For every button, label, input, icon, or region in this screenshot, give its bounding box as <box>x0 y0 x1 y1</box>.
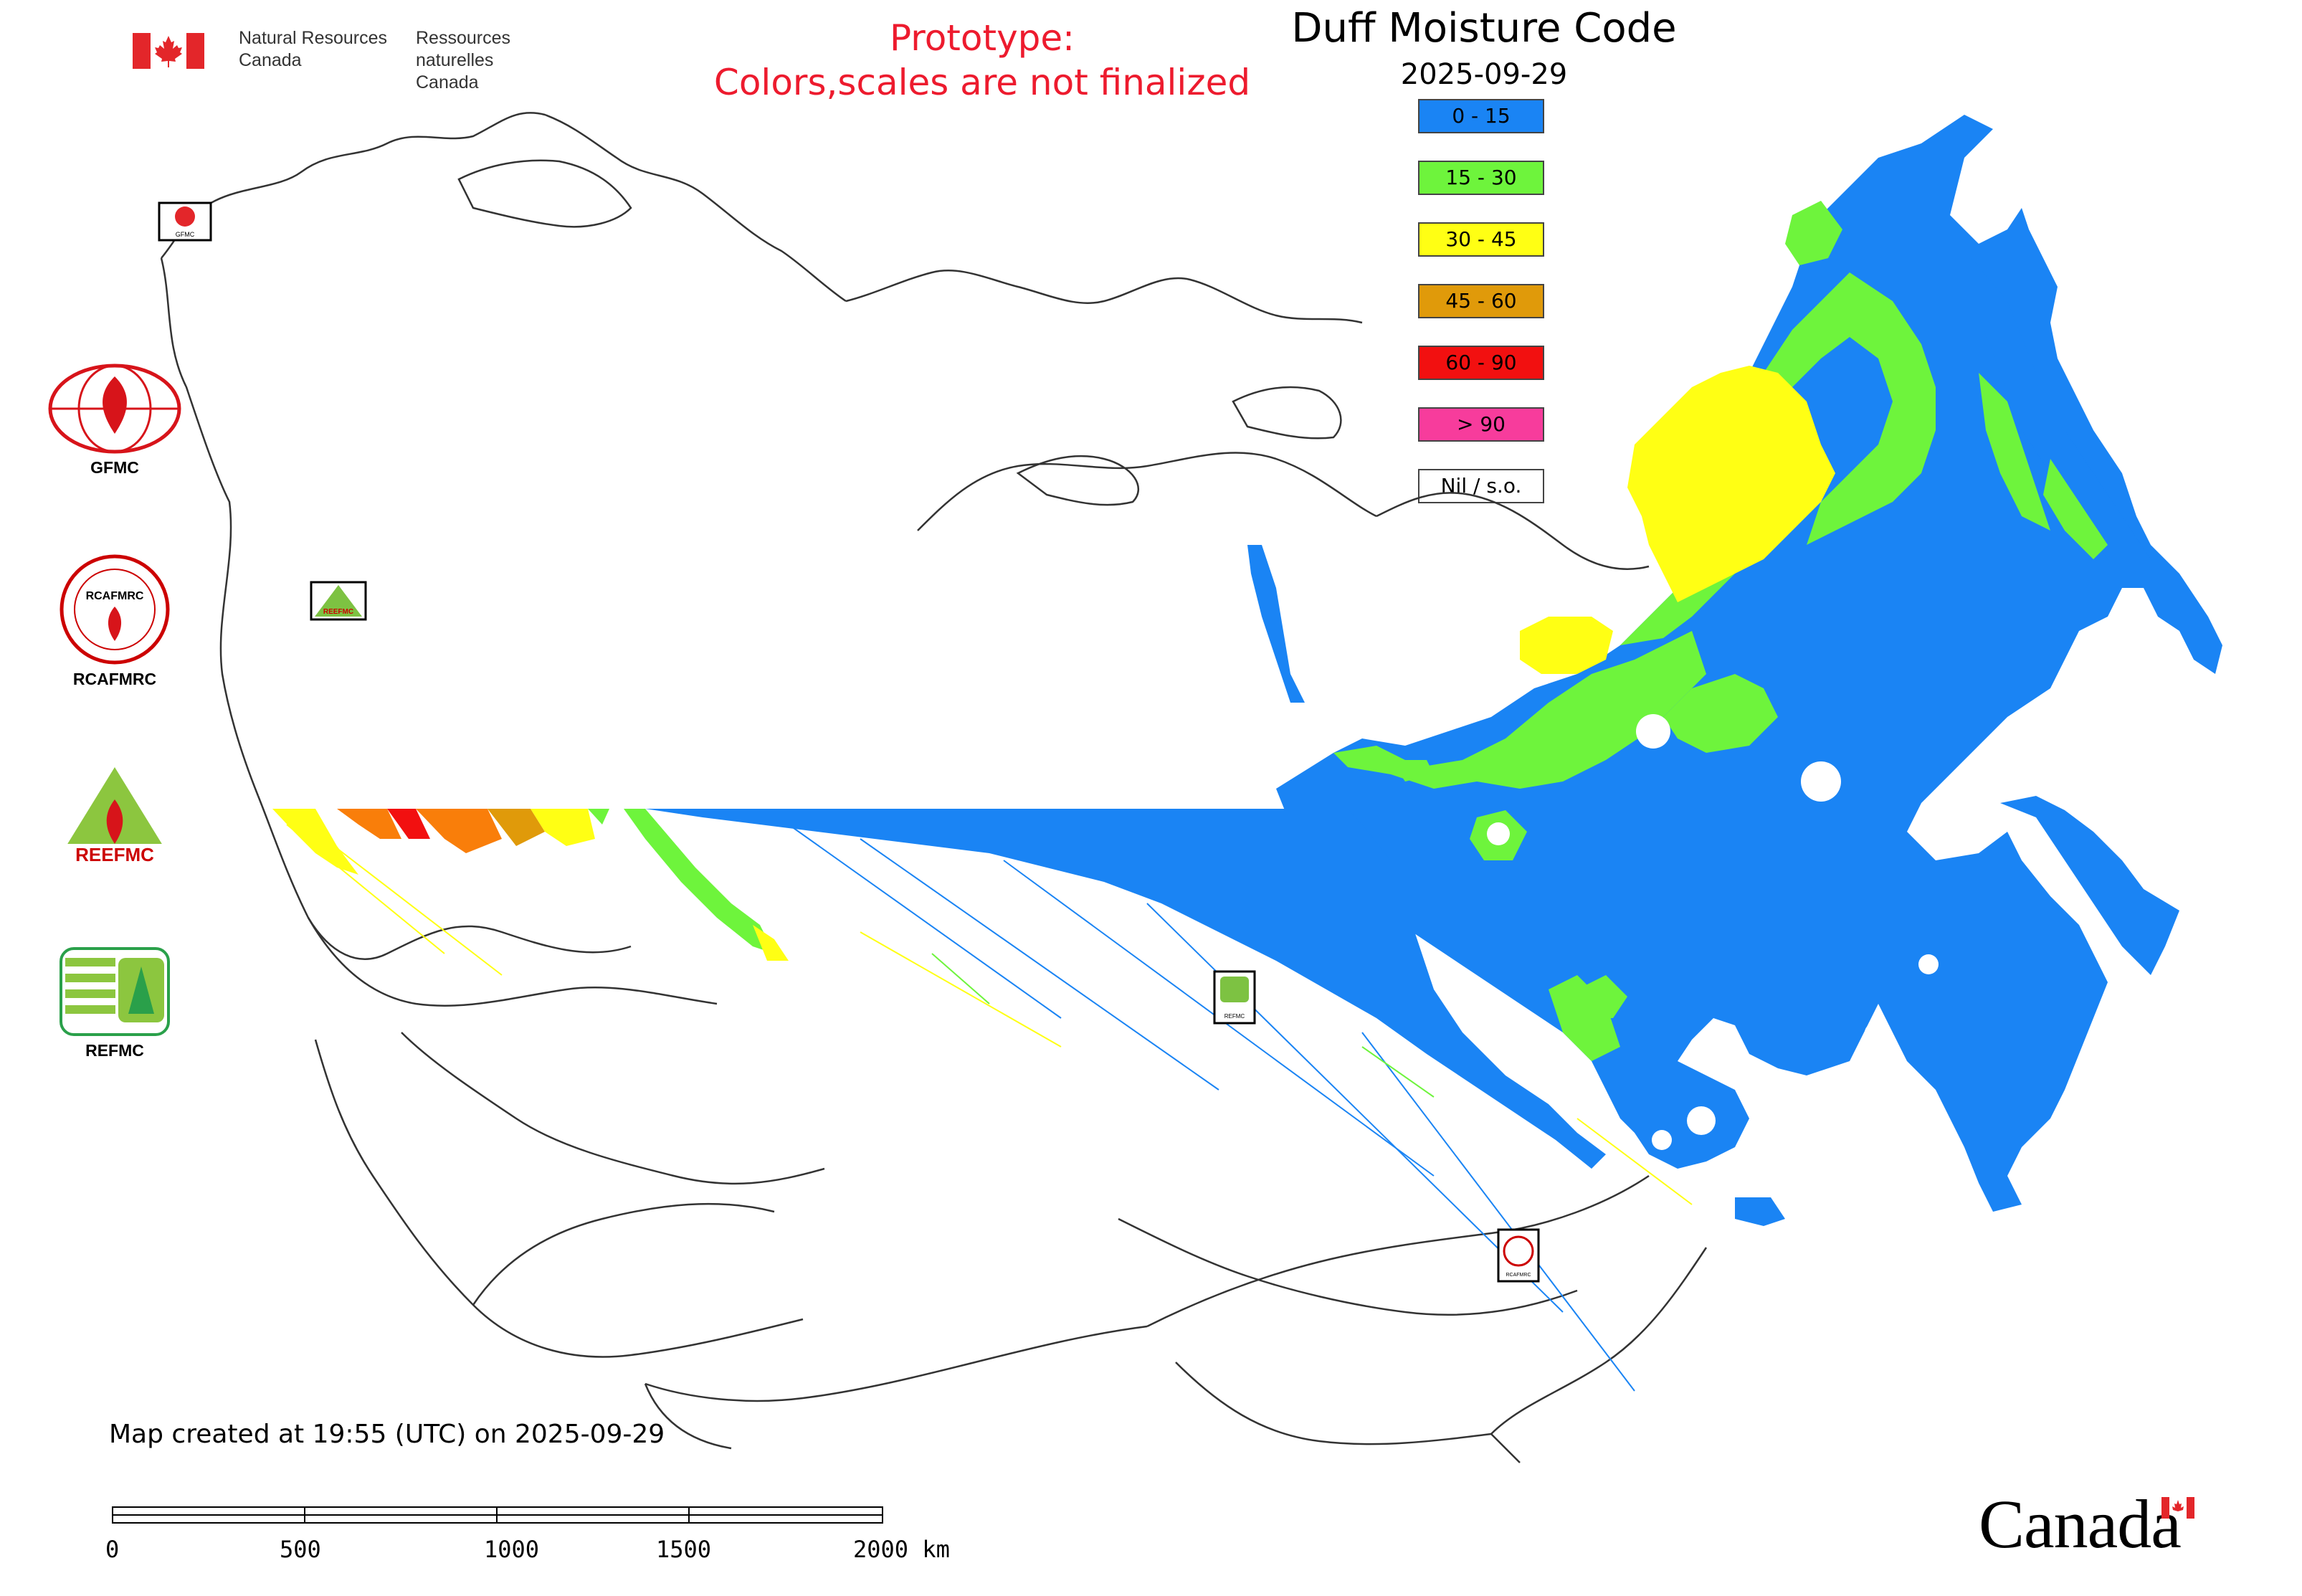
government-signature: Natural Resources Canada Ressources natu… <box>133 27 591 92</box>
data-gaps <box>1487 714 2083 1150</box>
scale-bar-graphic <box>112 1506 883 1524</box>
canada-flag-icon <box>133 33 204 69</box>
inset-label: REEFMC <box>323 608 353 616</box>
map-date: 2025-09-29 <box>1400 58 1568 91</box>
inset-label: GFMC <box>176 231 195 238</box>
legend-item: 15 - 30 <box>1418 161 1544 195</box>
agency-name-fr: Ressources naturelles Canada <box>416 28 510 92</box>
rcafmrc-emblem-icon: RCAFMRC <box>60 554 170 665</box>
scale-label: 500 <box>280 1536 321 1563</box>
legend-item: 0 - 15 <box>1418 99 1544 133</box>
legend-item: 30 - 45 <box>1418 222 1544 257</box>
dmc-raster <box>272 115 2222 1392</box>
gfmc-emblem-icon <box>48 364 181 454</box>
inset-label: RCAFMRC <box>1506 1273 1531 1278</box>
created-timestamp: Map created at 19:55 (UTC) on 2025-09-29 <box>109 1420 665 1449</box>
reefmc-logo: REEFMC <box>29 764 201 874</box>
legend-item: 45 - 60 <box>1418 284 1544 318</box>
canada-wordmark: Canada <box>1979 1484 2194 1564</box>
scale-label: 0 <box>105 1536 120 1563</box>
agency-name-en: Natural Resources Canada <box>239 28 388 70</box>
reefmc-emblem-icon: REEFMC <box>54 767 176 865</box>
map-title: Duff Moisture Code <box>1291 5 1677 52</box>
scale-label: 1500 <box>656 1536 712 1563</box>
scale-label: 2000 km <box>853 1536 950 1563</box>
legend-item: 60 - 90 <box>1418 346 1544 380</box>
reefmc-wordmark: REEFMC <box>75 844 154 865</box>
scale-bar: 0 500 1000 1500 2000 km <box>105 1498 957 1577</box>
scale-label: 1000 <box>484 1536 540 1563</box>
rcafmrc-logo: RCAFMRC RCAFMRC <box>29 552 201 689</box>
inset-markers: GFMC REEFMC REFMC RCAFMRC <box>158 201 1540 1283</box>
gfmc-logo: GFMC <box>29 362 201 478</box>
refmc-emblem-icon <box>60 947 170 1036</box>
canada-wordmark-flag-icon <box>2161 1497 2194 1519</box>
boundary-lines <box>160 112 1708 1463</box>
refmc-logo: REFMC <box>29 945 201 1060</box>
inset-label: REFMC <box>1224 1013 1245 1020</box>
prototype-notice: Prototype: Colors,scales are not finaliz… <box>713 17 1251 103</box>
rcafmrc-ring-text: RCAFMRC <box>86 590 144 602</box>
legend-item: > 90 <box>1418 407 1544 442</box>
